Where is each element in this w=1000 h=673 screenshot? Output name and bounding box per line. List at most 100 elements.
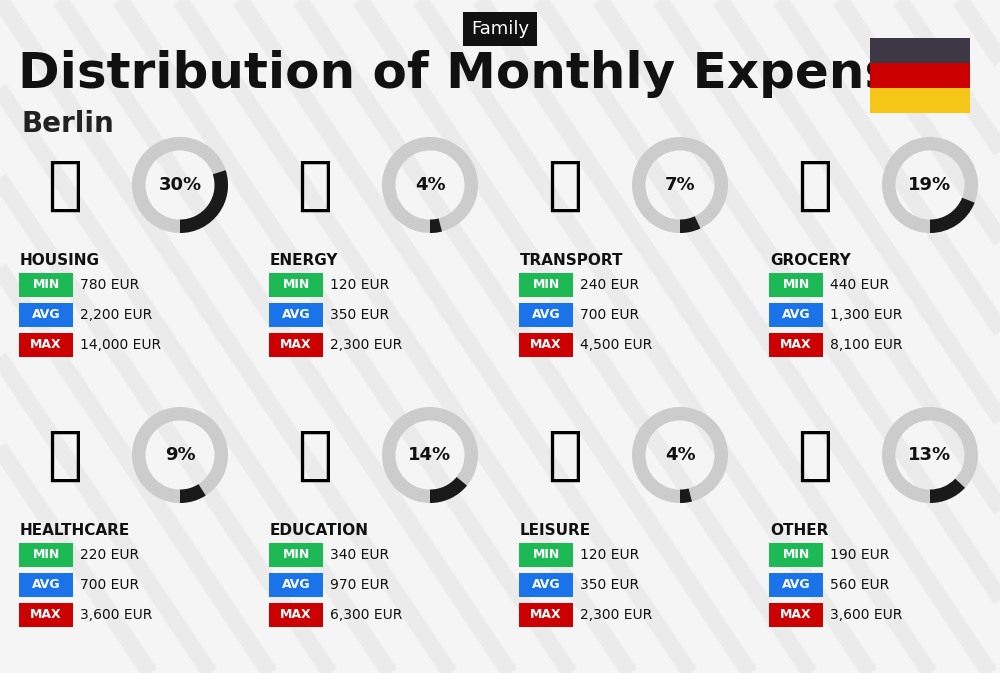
FancyBboxPatch shape <box>19 273 73 297</box>
Text: MIN: MIN <box>282 548 310 561</box>
FancyBboxPatch shape <box>519 543 573 567</box>
Text: 2,300 EUR: 2,300 EUR <box>330 338 402 352</box>
Text: MAX: MAX <box>280 339 312 351</box>
Text: 🏥: 🏥 <box>48 427 82 483</box>
Text: 14%: 14% <box>408 446 452 464</box>
FancyBboxPatch shape <box>519 603 573 627</box>
Wedge shape <box>180 170 228 233</box>
FancyBboxPatch shape <box>769 303 823 327</box>
Text: 350 EUR: 350 EUR <box>580 578 639 592</box>
Text: 🚌: 🚌 <box>548 157 582 213</box>
Text: AVG: AVG <box>782 308 810 322</box>
Text: AVG: AVG <box>532 579 560 592</box>
FancyBboxPatch shape <box>19 573 73 597</box>
FancyBboxPatch shape <box>19 303 73 327</box>
Text: 2,200 EUR: 2,200 EUR <box>80 308 152 322</box>
Text: HEALTHCARE: HEALTHCARE <box>20 523 130 538</box>
Text: 120 EUR: 120 EUR <box>580 548 639 562</box>
Wedge shape <box>882 137 978 233</box>
Text: MAX: MAX <box>780 339 812 351</box>
FancyBboxPatch shape <box>269 543 323 567</box>
Text: 4,500 EUR: 4,500 EUR <box>580 338 652 352</box>
Text: 👜: 👜 <box>798 427 832 483</box>
FancyBboxPatch shape <box>519 573 573 597</box>
Text: TRANSPORT: TRANSPORT <box>520 253 624 268</box>
FancyBboxPatch shape <box>269 303 323 327</box>
Wedge shape <box>882 407 978 503</box>
FancyBboxPatch shape <box>870 38 970 63</box>
Text: 220 EUR: 220 EUR <box>80 548 139 562</box>
Text: 440 EUR: 440 EUR <box>830 278 889 292</box>
Text: AVG: AVG <box>532 308 560 322</box>
Wedge shape <box>430 477 467 503</box>
Text: 240 EUR: 240 EUR <box>580 278 639 292</box>
FancyBboxPatch shape <box>19 543 73 567</box>
Text: 9%: 9% <box>165 446 195 464</box>
Text: 8,100 EUR: 8,100 EUR <box>830 338 902 352</box>
Text: GROCERY: GROCERY <box>770 253 851 268</box>
Text: MAX: MAX <box>530 608 562 621</box>
FancyBboxPatch shape <box>769 273 823 297</box>
Text: 970 EUR: 970 EUR <box>330 578 389 592</box>
Text: Berlin: Berlin <box>22 110 115 138</box>
Text: 4%: 4% <box>665 446 695 464</box>
Text: 13%: 13% <box>908 446 952 464</box>
Text: LEISURE: LEISURE <box>520 523 591 538</box>
Text: 1,300 EUR: 1,300 EUR <box>830 308 902 322</box>
Text: AVG: AVG <box>282 308 310 322</box>
Text: 14,000 EUR: 14,000 EUR <box>80 338 161 352</box>
FancyBboxPatch shape <box>769 543 823 567</box>
FancyBboxPatch shape <box>19 603 73 627</box>
FancyBboxPatch shape <box>269 273 323 297</box>
FancyBboxPatch shape <box>519 333 573 357</box>
Text: 6,300 EUR: 6,300 EUR <box>330 608 402 622</box>
Text: 19%: 19% <box>908 176 952 194</box>
Text: MAX: MAX <box>30 339 62 351</box>
Text: MAX: MAX <box>30 608 62 621</box>
Text: 🔌: 🔌 <box>298 157 332 213</box>
FancyBboxPatch shape <box>870 88 970 113</box>
Text: 🛒: 🛒 <box>798 157 832 213</box>
Text: AVG: AVG <box>282 579 310 592</box>
Text: MIN: MIN <box>782 548 810 561</box>
Wedge shape <box>132 407 228 503</box>
FancyBboxPatch shape <box>769 573 823 597</box>
Text: MIN: MIN <box>282 279 310 291</box>
Wedge shape <box>382 407 478 503</box>
Text: MAX: MAX <box>530 339 562 351</box>
FancyBboxPatch shape <box>769 603 823 627</box>
Text: 7%: 7% <box>665 176 695 194</box>
FancyBboxPatch shape <box>19 333 73 357</box>
Wedge shape <box>430 219 442 233</box>
Wedge shape <box>132 137 228 233</box>
FancyBboxPatch shape <box>269 573 323 597</box>
Text: 190 EUR: 190 EUR <box>830 548 889 562</box>
Wedge shape <box>382 137 478 233</box>
FancyBboxPatch shape <box>519 303 573 327</box>
Text: 700 EUR: 700 EUR <box>580 308 639 322</box>
Text: 🏢: 🏢 <box>48 157 82 213</box>
Text: MIN: MIN <box>32 279 60 291</box>
Text: OTHER: OTHER <box>770 523 828 538</box>
Text: MAX: MAX <box>780 608 812 621</box>
FancyBboxPatch shape <box>519 273 573 297</box>
Text: HOUSING: HOUSING <box>20 253 100 268</box>
Text: 3,600 EUR: 3,600 EUR <box>830 608 902 622</box>
Text: MIN: MIN <box>782 279 810 291</box>
Wedge shape <box>930 479 965 503</box>
FancyBboxPatch shape <box>269 603 323 627</box>
Text: EDUCATION: EDUCATION <box>270 523 369 538</box>
Text: AVG: AVG <box>32 308 60 322</box>
Text: ENERGY: ENERGY <box>270 253 338 268</box>
Text: 340 EUR: 340 EUR <box>330 548 389 562</box>
Text: 🎓: 🎓 <box>298 427 332 483</box>
FancyBboxPatch shape <box>870 63 970 88</box>
Text: MIN: MIN <box>532 548 560 561</box>
Wedge shape <box>180 484 206 503</box>
FancyBboxPatch shape <box>769 333 823 357</box>
Text: MIN: MIN <box>532 279 560 291</box>
Wedge shape <box>632 137 728 233</box>
Text: Family: Family <box>471 20 529 38</box>
Wedge shape <box>632 407 728 503</box>
Text: 🛍: 🛍 <box>548 427 582 483</box>
